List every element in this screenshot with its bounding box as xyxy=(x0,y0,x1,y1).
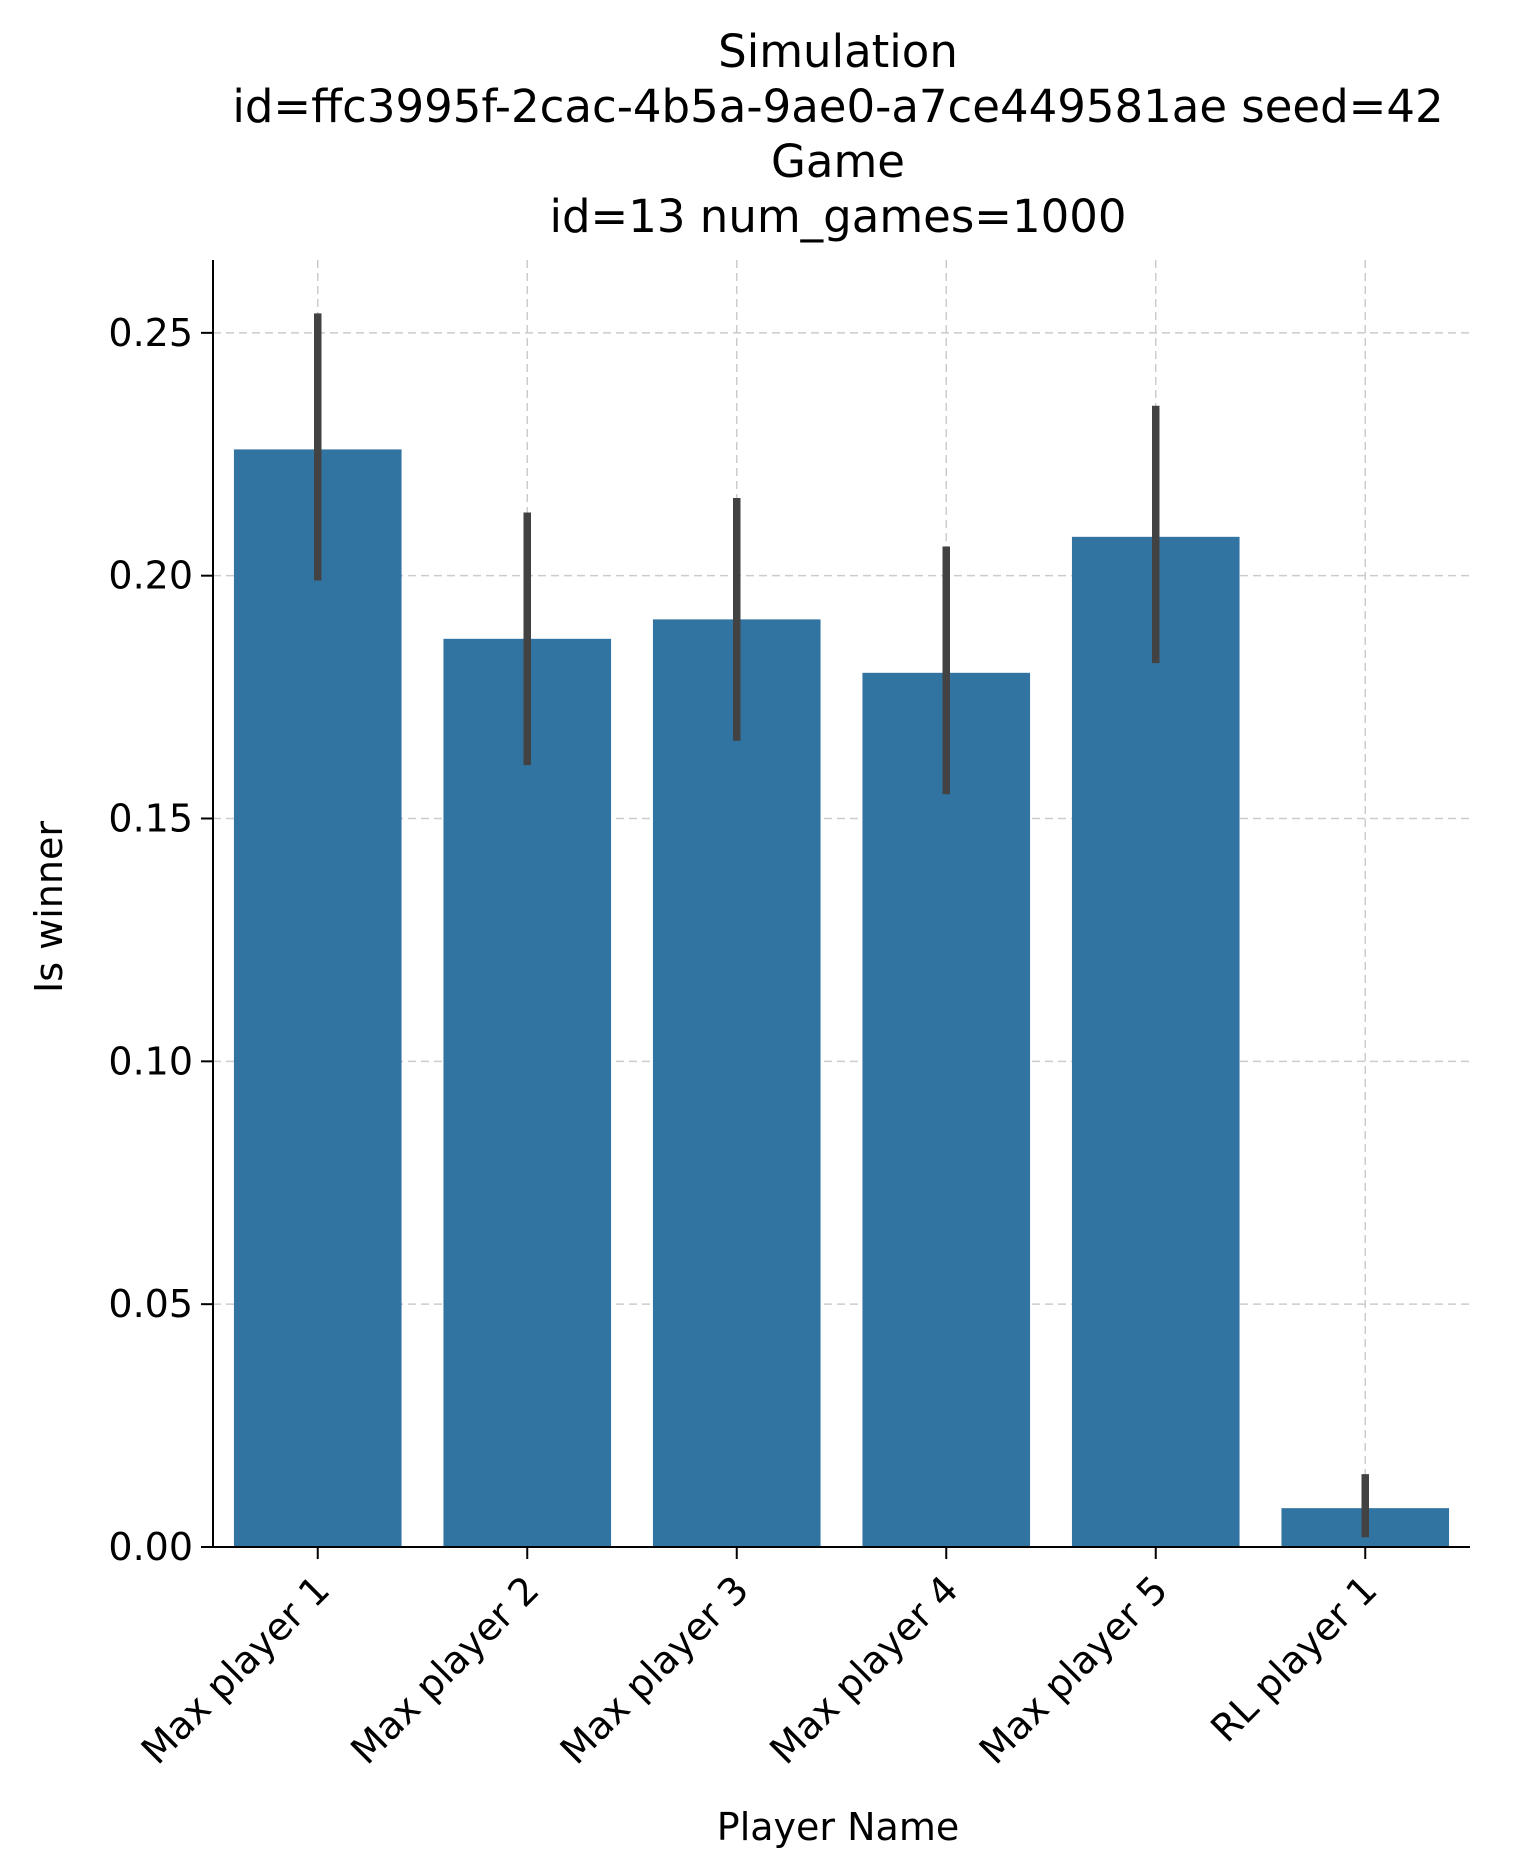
chart-title: Simulation id=ffc3995f-2cac-4b5a-9ae0-a7… xyxy=(232,25,1443,243)
error-bars xyxy=(314,313,1369,1538)
y-tick-label: 0.10 xyxy=(108,1039,193,1083)
bar xyxy=(1071,536,1240,1547)
y-tick-label: 0.25 xyxy=(108,311,193,355)
y-ticks: 0.00 0.05 0.10 0.15 0.20 0.25 xyxy=(108,311,213,1569)
x-ticks: Max player 1 Max player 2 Max player 3 Max … xyxy=(133,1547,1386,1773)
x-axis-label: Player Name xyxy=(717,1805,959,1849)
x-tick-label: Max player 5 xyxy=(971,1567,1176,1772)
axes xyxy=(212,260,1470,1548)
y-tick-label: 0.00 xyxy=(108,1525,193,1569)
chart-title-line: id=ffc3995f-2cac-4b5a-9ae0-a7ce449581ae … xyxy=(232,80,1443,133)
bar xyxy=(652,619,821,1547)
y-axis-label: Is winner xyxy=(27,821,71,993)
y-tick-label: 0.20 xyxy=(108,554,193,598)
x-tick-label: RL player 1 xyxy=(1202,1567,1385,1750)
x-tick-label: Max player 3 xyxy=(552,1567,757,1772)
bar xyxy=(862,672,1031,1547)
bar xyxy=(233,449,402,1547)
bar xyxy=(443,638,612,1547)
y-tick-label: 0.15 xyxy=(108,797,193,841)
y-tick-label: 0.05 xyxy=(108,1282,193,1326)
bars xyxy=(233,449,1450,1547)
x-tick-label: Max player 4 xyxy=(761,1567,966,1772)
x-tick-label: Max player 1 xyxy=(133,1567,338,1772)
chart-title-line: id=13 num_games=1000 xyxy=(549,190,1126,243)
x-tick-label: Max player 2 xyxy=(342,1567,547,1772)
chart-title-line: Game xyxy=(771,135,905,188)
chart-title-line: Simulation xyxy=(718,25,958,78)
